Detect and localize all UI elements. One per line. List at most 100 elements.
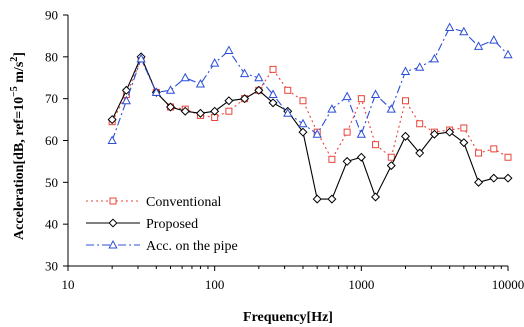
series-marker — [370, 89, 381, 98]
series-marker — [416, 120, 424, 128]
legend-label: Conventional — [146, 195, 222, 210]
series-marker — [459, 138, 469, 148]
series-marker — [298, 127, 308, 137]
series-marker — [166, 102, 176, 112]
series-2 — [107, 52, 513, 204]
series-marker — [239, 68, 250, 78]
x-tick-label: 10000 — [492, 277, 524, 292]
series-marker — [107, 135, 117, 144]
y-axis-title-exp2: 2 — [9, 57, 20, 62]
series-marker — [269, 65, 277, 73]
y-axis-title-main: Acceleration[dB, ref=10 — [12, 97, 27, 240]
series-marker — [475, 149, 483, 157]
series-marker — [254, 85, 264, 95]
series-marker — [284, 86, 292, 94]
y-tick-label: 60 — [45, 133, 58, 148]
series-marker — [356, 129, 366, 138]
series-marker — [460, 124, 468, 132]
series-marker — [109, 197, 117, 205]
series-marker — [240, 94, 250, 104]
series-marker — [195, 108, 205, 118]
series-marker — [473, 41, 484, 50]
series-marker — [387, 153, 395, 161]
y-tick-label: 40 — [45, 217, 58, 232]
series-marker — [136, 53, 146, 63]
series-marker — [372, 141, 380, 149]
series-marker — [165, 85, 176, 94]
x-tick-label: 100 — [205, 277, 225, 292]
series-marker — [400, 66, 411, 75]
series-marker — [224, 96, 234, 106]
axes: 30 40 50 60 70 80 90 10 100 1000 10000 — [45, 8, 524, 293]
series-marker — [268, 89, 278, 98]
series-marker — [180, 106, 190, 116]
series-marker — [444, 22, 455, 32]
series-marker — [210, 106, 220, 116]
series-marker — [180, 72, 190, 82]
series-marker — [489, 173, 499, 183]
series-marker — [151, 87, 161, 96]
series-marker — [121, 95, 132, 105]
series-marker — [459, 26, 469, 36]
y-tick-label: 90 — [45, 8, 58, 23]
legend-label: Proposed — [146, 217, 198, 232]
series-marker — [342, 156, 352, 166]
legend: Conventional Proposed Acc. on the pipe — [86, 195, 238, 254]
series-marker — [356, 152, 366, 162]
series-marker — [343, 128, 351, 136]
series-marker — [342, 91, 352, 101]
series-marker — [195, 78, 206, 88]
series-marker — [327, 104, 337, 113]
y-tick-label: 50 — [45, 175, 58, 190]
x-tick-label: 1000 — [348, 277, 374, 292]
series-marker — [371, 192, 381, 202]
x-axis-title: Frequency[Hz] — [243, 310, 333, 325]
series-marker — [401, 97, 409, 105]
series-marker — [225, 107, 233, 115]
series-line — [111, 26, 509, 141]
series-marker — [312, 129, 322, 138]
legend-label: Acc. on the pipe — [146, 239, 238, 254]
series-marker — [415, 148, 425, 158]
series-marker — [224, 45, 234, 55]
series-marker — [503, 173, 513, 183]
series-marker — [504, 153, 512, 161]
series-marker — [299, 97, 307, 105]
series-marker — [474, 177, 484, 187]
series-3 — [107, 22, 513, 144]
series-marker — [108, 218, 118, 228]
series-marker — [415, 62, 425, 71]
series-marker — [107, 115, 117, 125]
series-marker — [268, 98, 278, 108]
y-axis-title-exp1: −5 — [9, 86, 20, 97]
y-tick-label: 80 — [45, 49, 58, 64]
series-layer — [107, 22, 513, 204]
series-marker — [503, 49, 513, 59]
series-marker — [328, 155, 336, 163]
y-tick-label: 30 — [45, 259, 58, 274]
x-tick-label: 10 — [62, 277, 75, 292]
series-line — [111, 57, 509, 161]
y-axis-title-end: ] — [12, 52, 27, 57]
series-marker — [429, 53, 440, 63]
series-marker — [429, 129, 439, 139]
y-axis-title-mid: m/s — [12, 61, 27, 86]
series-marker — [386, 104, 396, 113]
series-marker — [489, 35, 499, 44]
series-marker — [254, 72, 264, 82]
series-marker — [283, 108, 293, 117]
y-axis-title: Acceleration[dB, ref=10−5 m/s2] — [9, 52, 27, 240]
series-line — [111, 55, 508, 200]
series-marker — [357, 95, 365, 103]
series-marker — [490, 145, 498, 153]
series-marker — [327, 194, 337, 204]
series-marker — [298, 118, 308, 128]
series-marker — [386, 161, 396, 171]
series-marker — [121, 85, 131, 95]
series-marker — [210, 58, 220, 67]
series-marker — [445, 127, 455, 137]
y-tick-label: 70 — [45, 91, 58, 106]
series-marker — [400, 131, 410, 141]
series-marker — [312, 194, 322, 204]
